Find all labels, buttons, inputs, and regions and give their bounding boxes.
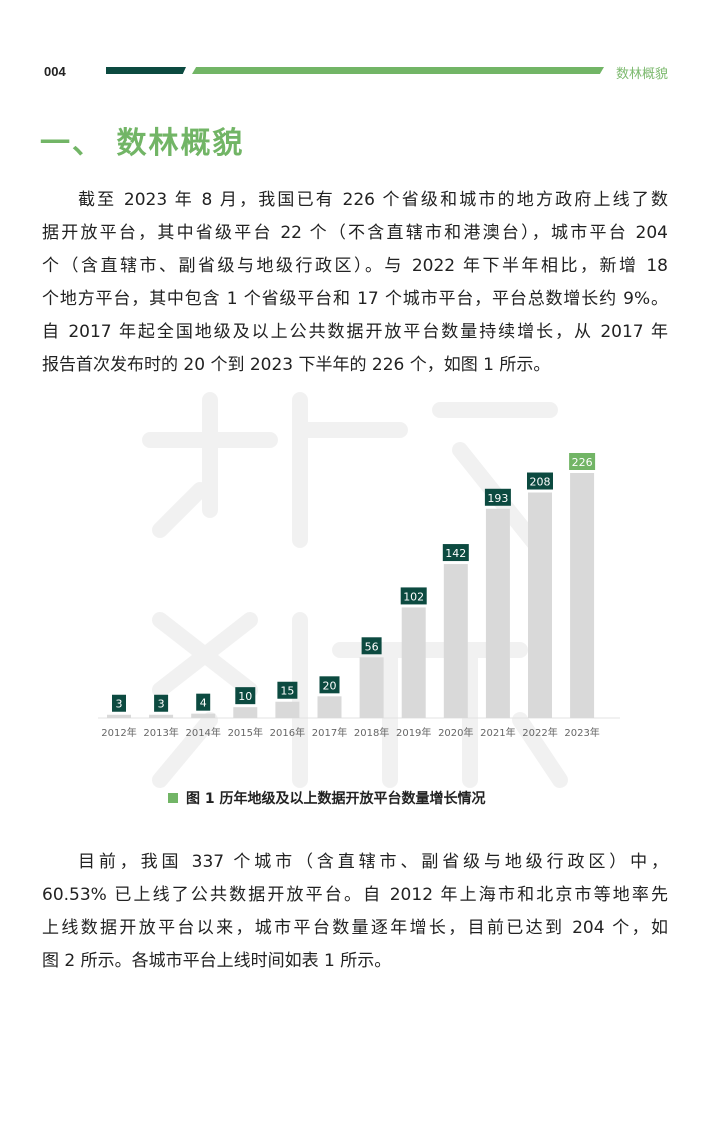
data-label: 10 [238,690,252,703]
data-label: 226 [572,456,593,469]
data-label-bg [235,687,256,705]
text-line: 自 2017 年起全国地级及以上公共数据开放平台数量持续增长，从 2017 年 [42,322,668,342]
data-label: 102 [403,590,424,603]
bar-2023年 [570,473,595,718]
bar-2016年 [275,701,300,718]
x-tick-label: 2021年 [480,726,515,739]
data-label-bg [484,488,511,506]
data-label: 4 [200,697,207,710]
caption-marker [168,793,178,803]
data-label: 142 [445,547,466,560]
bar-2018年 [359,657,384,718]
text-line: 截至 2023 年 8 月，我国已有 226 个省级和城市的地方政府上线了数 [78,190,668,210]
bar-2013年 [149,714,174,718]
x-tick-label: 2016年 [270,726,305,739]
data-label-bg [442,544,469,562]
bar-2019年 [401,607,426,718]
text-line: 目前，我国 337 个城市（含直辖市、副省级与地级行政区）中， [78,852,668,872]
x-tick-label: 2015年 [228,726,263,739]
figure-caption-text: 图 1 历年地级及以上数据开放平台数量增长情况 [186,791,486,807]
text-line: 60.53% 已上线了公共数据开放平台。自 2012 年上海市和北京市等地率先 [42,885,668,905]
data-label: 56 [365,640,379,653]
x-tick-label: 2012年 [101,726,136,739]
data-label: 3 [116,698,123,711]
x-tick-label: 2017年 [312,726,347,739]
data-label: 20 [323,679,337,692]
x-tick-label: 2020年 [438,726,473,739]
bar-2015年 [233,707,258,718]
x-tick-label: 2022年 [522,726,557,739]
data-label: 15 [280,685,294,698]
x-tick-label: 2019年 [396,726,431,739]
text-line: 上线数据开放平台以来，城市平台数量逐年增长，目前已达到 204 个，如 [42,918,668,938]
bar-2017年 [317,696,342,718]
text-line: 个（含直辖市、副省级与地级行政区）。与 2022 年下半年相比，新增 18 [42,256,668,276]
data-label-bg [361,637,382,655]
bar-2021年 [485,508,510,718]
bar-chart: 3 2012年 3 2013年 4 2014年 10 2015年 15 2016年 20 2017年 5… [98,453,620,739]
page-number: 004 [44,64,66,79]
bar-2022年 [528,492,552,718]
bar-2020年 [443,564,468,718]
figure-caption: 图 1 历年地级及以上数据开放平台数量增长情况 [168,788,486,808]
bar-2014年 [191,713,216,718]
x-tick-label: 2014年 [185,726,220,739]
x-tick-label: 2023年 [564,726,599,739]
text-line: 据开放平台，其中省级平台 22 个（不含直辖市和港澳台），城市平台 204 [42,223,668,243]
section-title: 一、 数林概貌 [40,126,245,161]
data-label-bg [277,681,298,699]
data-label-bg [400,587,427,605]
header-rule-light [192,67,604,74]
data-label-bg [112,694,126,712]
data-label-bg [319,676,340,694]
data-label: 3 [158,698,165,711]
running-title: 数林概貌 [616,67,669,82]
data-label-bg [527,472,553,490]
data-label: 193 [487,492,508,505]
bar-2012年 [107,714,131,718]
data-label-bg [154,694,169,712]
x-tick-label: 2013年 [143,726,178,739]
text-line: 个地方平台，其中包含 1 个省级平台和 17 个城市平台，平台总数增长约 9%。 [42,289,668,309]
text-line: 图 2 所示。各城市平台上线时间如表 1 所示。 [42,951,392,971]
text-line: 报告首次发布时的 20 个到 2023 下半年的 226 个，如图 1 所示。 [42,355,551,375]
paragraph-1: 截至 2023 年 8 月，我国已有 226 个省级和城市的地方政府上线了数据开… [42,184,668,382]
header-rule-dark [106,67,186,74]
x-tick-label: 2018年 [354,726,389,739]
paragraph-2: 目前，我国 337 个城市（含直辖市、副省级与地级行政区）中， 60.53% 已上… [42,846,668,978]
data-label-bg [569,453,596,470]
data-label: 208 [530,476,551,489]
data-label-bg [196,693,211,711]
